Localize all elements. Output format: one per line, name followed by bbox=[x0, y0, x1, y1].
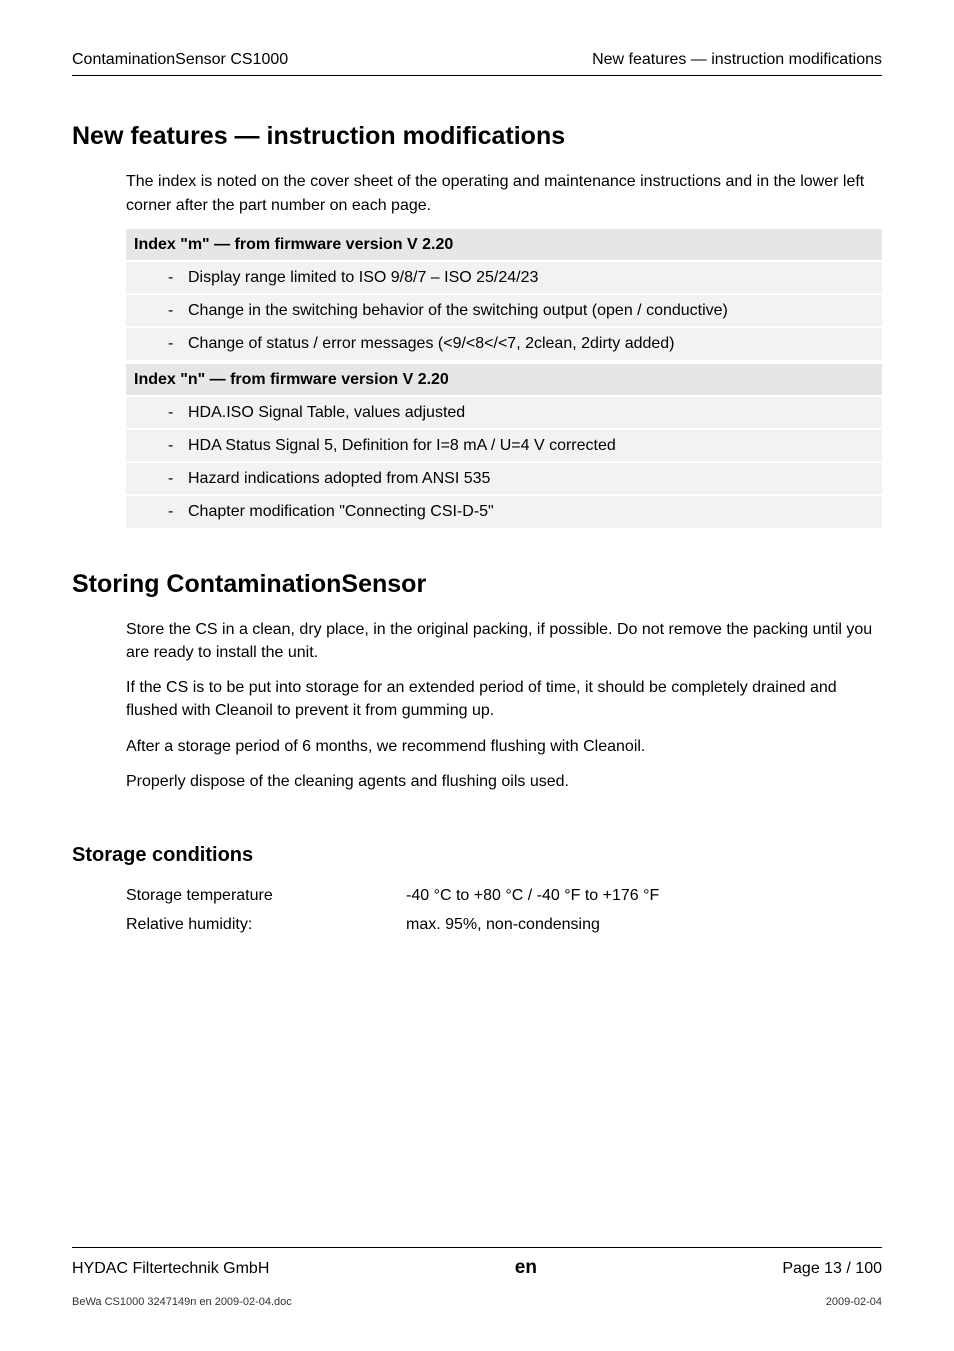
dash-icon: - bbox=[168, 434, 188, 457]
dash-icon: - bbox=[168, 401, 188, 424]
list-item: -Display range limited to ISO 9/8/7 – IS… bbox=[126, 260, 882, 293]
dash-icon: - bbox=[168, 299, 188, 322]
section3-title: Storage conditions bbox=[72, 841, 882, 870]
list-item: -Chapter modification "Connecting CSI-D-… bbox=[126, 494, 882, 527]
list-item: -Hazard indications adopted from ANSI 53… bbox=[126, 461, 882, 494]
footer-page: Page 13 / 100 bbox=[782, 1257, 882, 1280]
storage-row: Storage temperature -40 °C to +80 °C / -… bbox=[126, 884, 882, 907]
section1-title: New features — instruction modifications bbox=[72, 118, 882, 154]
footer-date: 2009-02-04 bbox=[826, 1295, 882, 1311]
header-left: ContaminationSensor CS1000 bbox=[72, 48, 288, 71]
section2-p2: If the CS is to be put into storage for … bbox=[126, 676, 882, 722]
list-item-text: HDA.ISO Signal Table, values adjusted bbox=[188, 404, 465, 421]
index-m-heading: Index "m" — from firmware version V 2.20 bbox=[126, 229, 882, 260]
footer-lang: en bbox=[515, 1254, 537, 1282]
section2-title: Storing ContaminationSensor bbox=[72, 566, 882, 602]
dash-icon: - bbox=[168, 500, 188, 523]
section2-p3: After a storage period of 6 months, we r… bbox=[126, 735, 882, 758]
footer-company: HYDAC Filtertechnik GmbH bbox=[72, 1257, 269, 1280]
list-item: -Change in the switching behavior of the… bbox=[126, 293, 882, 326]
list-item: -Change of status / error messages (<9/<… bbox=[126, 326, 882, 359]
section1-intro: The index is noted on the cover sheet of… bbox=[126, 170, 882, 216]
storage-label: Storage temperature bbox=[126, 884, 406, 907]
footer-docref: BeWa CS1000 3247149n en 2009-02-04.doc bbox=[72, 1295, 292, 1311]
header-right: New features — instruction modifications bbox=[592, 48, 882, 71]
index-m-block: Index "m" — from firmware version V 2.20… bbox=[126, 229, 882, 360]
storage-value: max. 95%, non-condensing bbox=[406, 913, 600, 936]
dash-icon: - bbox=[168, 266, 188, 289]
list-item-text: Hazard indications adopted from ANSI 535 bbox=[188, 470, 490, 487]
dash-icon: - bbox=[168, 332, 188, 355]
page-header: ContaminationSensor CS1000 New features … bbox=[72, 48, 882, 76]
list-item-text: Change of status / error messages (<9/<8… bbox=[188, 335, 675, 352]
storage-label: Relative humidity: bbox=[126, 913, 406, 936]
dash-icon: - bbox=[168, 467, 188, 490]
index-n-block: Index "n" — from firmware version V 2.20… bbox=[126, 364, 882, 528]
storage-row: Relative humidity: max. 95%, non-condens… bbox=[126, 913, 882, 936]
section2-p1: Store the CS in a clean, dry place, in t… bbox=[126, 618, 882, 664]
list-item: -HDA Status Signal 5, Definition for I=8… bbox=[126, 428, 882, 461]
page-footer-bottom: BeWa CS1000 3247149n en 2009-02-04.doc 2… bbox=[72, 1295, 882, 1311]
list-item-text: Change in the switching behavior of the … bbox=[188, 302, 728, 319]
list-item-text: HDA Status Signal 5, Definition for I=8 … bbox=[188, 437, 616, 454]
list-item-text: Display range limited to ISO 9/8/7 – ISO… bbox=[188, 269, 538, 286]
page-footer-top: HYDAC Filtertechnik GmbH en Page 13 / 10… bbox=[72, 1247, 882, 1282]
list-item-text: Chapter modification "Connecting CSI-D-5… bbox=[188, 503, 494, 520]
storage-value: -40 °C to +80 °C / -40 °F to +176 °F bbox=[406, 884, 659, 907]
section2-p4: Properly dispose of the cleaning agents … bbox=[126, 770, 882, 793]
list-item: -HDA.ISO Signal Table, values adjusted bbox=[126, 395, 882, 428]
index-n-heading: Index "n" — from firmware version V 2.20 bbox=[126, 364, 882, 395]
